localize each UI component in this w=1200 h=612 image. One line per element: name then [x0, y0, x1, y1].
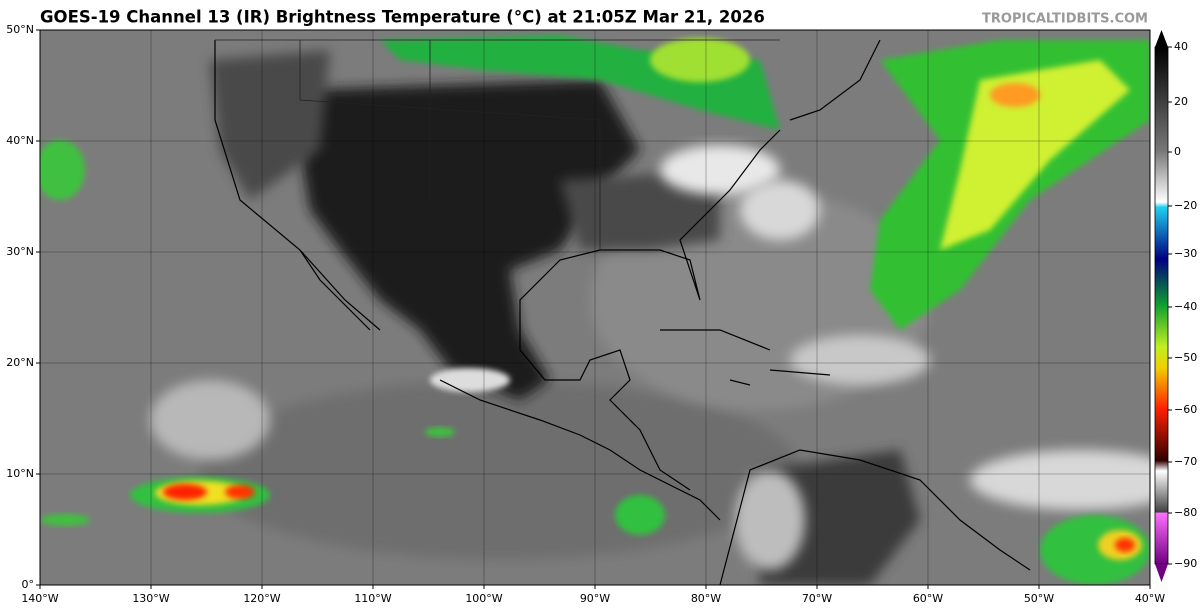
site-name: TROPICALTIDBITS.COM [982, 12, 1148, 27]
colorbar-label: −30 [1174, 247, 1197, 260]
colorbar-label: 40 [1174, 40, 1188, 53]
longitude-label: 140°W [21, 592, 58, 605]
colorbar-label: 20 [1174, 95, 1188, 108]
longitude-label: 100°W [465, 592, 502, 605]
longitude-label: 70°W [802, 592, 832, 605]
longitude-label: 40°W [1135, 592, 1165, 605]
colorbar-label: −40 [1174, 300, 1197, 313]
colorbar-label: −70 [1174, 455, 1197, 468]
colorbar-label: 0 [1174, 145, 1181, 158]
longitude-label: 130°W [132, 592, 169, 605]
latitude-label: 0° [22, 578, 35, 591]
latitude-label: 50°N [6, 23, 34, 36]
colorbar-label: −20 [1174, 199, 1197, 212]
latitude-label: 20°N [6, 356, 34, 369]
colorbar-label: −80 [1174, 506, 1197, 519]
longitude-label: 80°W [691, 592, 721, 605]
longitude-label: 110°W [354, 592, 391, 605]
longitude-label: 90°W [580, 592, 610, 605]
longitude-label: 50°W [1024, 592, 1054, 605]
graticule [40, 30, 1150, 585]
latitude-label: 40°N [6, 134, 34, 147]
latitude-label: 30°N [6, 245, 34, 258]
colorbar-label: −90 [1174, 557, 1197, 570]
longitude-label: 120°W [243, 592, 280, 605]
title: GOES-19 Channel 13 (IR) Brightness Tempe… [40, 8, 765, 27]
colorbar-label: −60 [1174, 403, 1197, 416]
colorbar [1154, 30, 1169, 582]
satellite-imagery [40, 30, 1150, 585]
longitude-label: 60°W [913, 592, 943, 605]
latitude-label: 10°N [6, 467, 34, 480]
colorbar-label: −50 [1174, 351, 1197, 364]
